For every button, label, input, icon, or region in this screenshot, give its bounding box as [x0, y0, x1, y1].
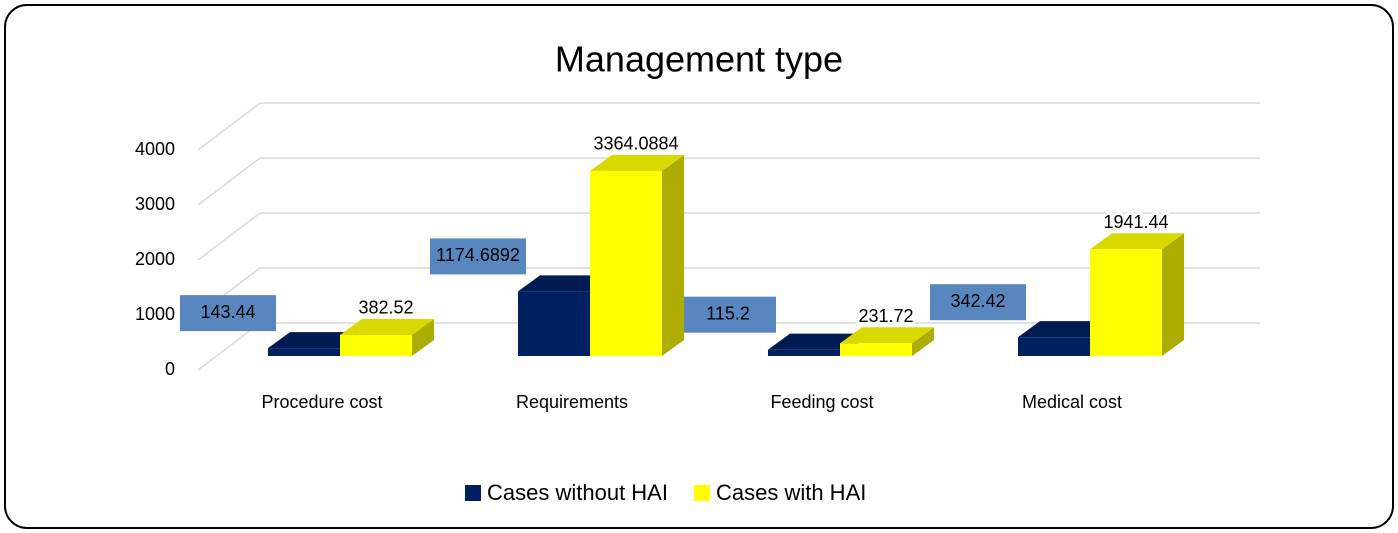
x-tick-label: Procedure cost	[261, 392, 382, 412]
grid-line-side	[197, 157, 261, 206]
legend-swatch	[465, 485, 481, 501]
grid-line-side	[197, 212, 261, 261]
y-tick-label: 3000	[135, 194, 175, 214]
bar	[768, 349, 840, 356]
bar-side	[412, 318, 434, 356]
bar	[840, 343, 912, 356]
bar-top	[1018, 321, 1112, 338]
y-tick-label: 1000	[135, 304, 175, 324]
legend-label: Cases with HAI	[716, 480, 866, 505]
bar	[268, 348, 340, 356]
data-label: 115.2	[706, 303, 750, 323]
bar-top	[768, 333, 862, 350]
bar	[340, 334, 412, 356]
data-label-box	[430, 238, 526, 275]
bar-side	[912, 327, 934, 356]
x-tick-label: Medical cost	[1022, 392, 1122, 412]
data-label: 231.72	[858, 306, 913, 326]
bar	[518, 291, 590, 356]
bar	[590, 170, 662, 356]
data-label-box	[680, 296, 776, 333]
bar-top	[340, 318, 434, 335]
chart-title: Management type	[555, 39, 843, 80]
bar-side	[1162, 233, 1184, 356]
bar-top	[590, 154, 684, 171]
data-label: 342.42	[950, 291, 1005, 311]
data-label-box	[180, 295, 276, 332]
x-tick-label: Requirements	[516, 392, 628, 412]
grid-line-side	[197, 102, 261, 151]
data-label: 1174.6892	[436, 245, 520, 265]
x-tick-label: Feeding cost	[770, 392, 873, 412]
legend-label: Cases without HAI	[487, 480, 668, 505]
y-tick-label: 0	[165, 359, 175, 379]
data-label: 143.44	[200, 302, 255, 322]
data-label: 3364.0884	[593, 134, 678, 154]
bar-top	[518, 275, 612, 292]
legend-swatch	[693, 485, 710, 501]
bar-top	[1090, 233, 1184, 250]
chart-border	[4, 4, 1394, 529]
data-label: 1941.44	[1103, 212, 1168, 232]
data-label: 382.52	[358, 298, 413, 318]
data-label-box	[930, 284, 1026, 321]
bar-side	[662, 154, 684, 356]
bar	[1090, 249, 1162, 356]
bar	[1018, 337, 1090, 356]
y-tick-label: 2000	[135, 249, 175, 269]
y-tick-label: 4000	[135, 139, 175, 159]
bar-top	[268, 332, 362, 349]
bar-top	[840, 327, 934, 344]
